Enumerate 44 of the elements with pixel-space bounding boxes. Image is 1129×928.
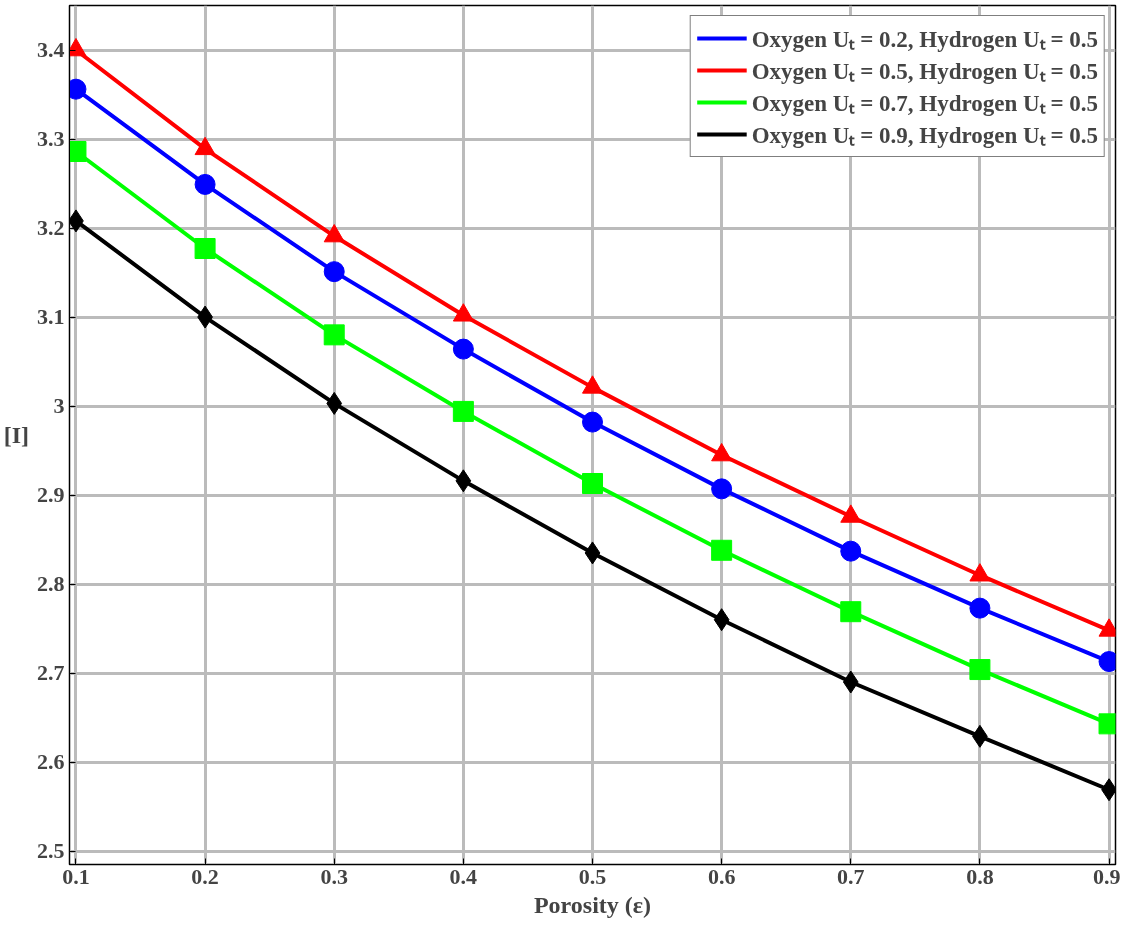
point	[582, 473, 603, 495]
point	[194, 238, 216, 260]
point	[840, 540, 862, 562]
y-tick-label: 3.1	[37, 304, 65, 330]
point	[452, 338, 474, 360]
point	[582, 411, 603, 433]
point	[711, 478, 733, 500]
point	[969, 597, 991, 619]
point	[323, 261, 345, 283]
point	[584, 541, 601, 565]
x-tick-label: 0.8	[966, 863, 994, 889]
point	[969, 659, 991, 681]
y-tick-label: 2.7	[37, 660, 65, 686]
y-tick-label: 3.4	[37, 37, 65, 63]
point	[455, 469, 472, 493]
x-tick-label: 0.2	[191, 863, 219, 889]
x-tick-label: 0.6	[707, 863, 736, 889]
x-tick-label: 0.7	[837, 863, 865, 889]
x-tick-label: 0.4	[449, 863, 478, 889]
y-tick-label: 3.3	[37, 126, 65, 152]
point	[713, 608, 730, 632]
y-tick-label: 3.2	[37, 215, 65, 241]
point	[323, 324, 345, 346]
y-tick-label: 2.6	[37, 749, 65, 775]
y-tick-label: 2.9	[37, 482, 65, 508]
y-tick-label: 2.8	[37, 571, 65, 597]
point	[840, 601, 862, 623]
y-tick-label: 3	[53, 393, 65, 419]
legend-label: Oxygen Uₜ = 0.9, Hydrogen Uₜ = 0.5	[751, 122, 1098, 150]
x-tick-label: 0.9	[1093, 863, 1121, 889]
y-axis-title: [I]	[3, 422, 29, 448]
x-tick-label: 0.5	[578, 863, 607, 889]
y-tick-label: 2.5	[37, 838, 65, 864]
x-axis-title: Porosity (ε)	[533, 891, 652, 918]
point	[711, 539, 733, 561]
point	[194, 173, 216, 195]
x-tick-label: 0.3	[320, 863, 348, 889]
point	[842, 670, 859, 694]
point	[326, 391, 343, 415]
x-tick-label: 0.1	[62, 863, 90, 889]
legend-label: Oxygen Uₜ = 0.2, Hydrogen Uₜ = 0.5	[751, 26, 1098, 54]
point	[452, 400, 474, 422]
legend-label: Oxygen Uₜ = 0.7, Hydrogen Uₜ = 0.5	[751, 90, 1098, 118]
legend-label: Oxygen Uₜ = 0.5, Hydrogen Uₜ = 0.5	[751, 58, 1098, 86]
